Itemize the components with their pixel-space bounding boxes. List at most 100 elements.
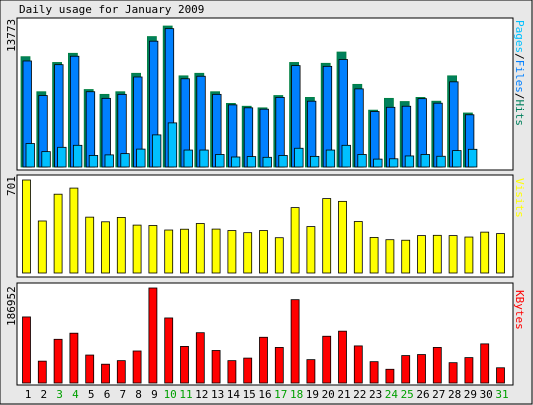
bar-pages-day-5 [88,155,99,168]
bar-visits-day-4 [69,187,79,274]
bar-visits-day-2 [37,220,47,274]
bar-visits-day-8 [132,224,142,274]
bar-kbytes-day-15 [243,357,253,384]
x-axis-day-labels: 1 2 3 4 5 6 7 8 9 10 11 12 13 14 15 16 17 18 19 20 21 22 23 24 2… [25,388,509,401]
x-tick-label-7: 7 [119,388,126,401]
x-tick-label-21: 21 [337,388,350,401]
bar-files-day-24 [385,106,396,168]
x-tick-label-26: 26 [416,388,429,401]
bar-pages-day-3 [57,146,67,168]
bar-kbytes-day-25 [401,355,411,384]
bar-kbytes-day-1 [22,316,31,384]
bar-pages-day-18 [294,147,304,168]
bar-pages-day-13 [215,154,225,168]
x-tick-label-1: 1 [25,388,32,401]
bar-files-day-23 [370,111,380,168]
bar-pages-day-24 [388,158,399,168]
bar-pages-day-4 [73,144,83,168]
x-tick-label-15: 15 [243,388,256,401]
x-tick-label-17: 17 [274,388,287,401]
bar-pages-day-12 [199,149,209,168]
x-tick-label-25: 25 [401,388,414,401]
bar-pages-day-21 [341,144,351,168]
bar-pages-day-29 [467,148,478,168]
legend-entry: / [513,93,526,100]
x-tick-label-5: 5 [88,388,95,401]
bar-pages-day-23 [373,158,383,168]
x-tick-label-23: 23 [369,388,382,401]
bar-kbytes-day-3 [53,338,63,384]
bar-pages-day-26 [420,154,430,168]
bar-pages-day-15 [246,156,257,168]
x-tick-label-14: 14 [227,388,241,401]
x-tick-label-9: 9 [151,388,158,401]
bar-pages-day-2 [41,151,51,168]
bar-visits-day-19 [306,226,316,274]
bar-visits-day-15 [243,232,253,274]
bar-visits-day-31 [496,233,505,274]
bar-visits-day-14 [227,230,237,274]
bar-pages-day-17 [278,155,288,168]
x-tick-label-22: 22 [353,388,366,401]
panel-hits-files-pages: 13773 Pages/Files/Hits [5,17,526,171]
panel-top-legend: Pages/Files/Hits [513,20,526,126]
x-tick-label-3: 3 [56,388,63,401]
bar-visits-day-18 [290,207,300,274]
bar-visits-day-20 [322,198,332,274]
x-tick-label-6: 6 [104,388,111,401]
bar-pages-day-27 [436,155,446,168]
legend-entry: KBytes [513,290,526,330]
bar-visits-day-27 [432,234,442,274]
bar-kbytes-day-13 [211,350,221,384]
bar-kbytes-day-18 [290,299,300,384]
panel-kbytes: 186952 KBytes [5,282,526,386]
bar-pages-day-11 [183,149,193,168]
bar-kbytes-day-29 [464,357,474,384]
bar-kbytes-day-26 [417,354,426,384]
bar-visits-day-28 [448,235,458,274]
bar-kbytes-day-22 [353,345,363,384]
bar-visits-day-7 [116,217,126,274]
bar-visits-day-11 [180,228,189,274]
bar-visits-day-3 [53,193,63,274]
panel-bot-bars [22,287,505,384]
bar-kbytes-day-17 [274,347,284,384]
bar-visits-day-22 [353,221,363,274]
bar-visits-day-29 [464,236,474,274]
bar-kbytes-day-16 [259,336,268,384]
x-tick-label-30: 30 [480,388,493,401]
bar-visits-day-13 [211,228,221,274]
bar-visits-day-21 [338,200,347,274]
x-tick-label-11: 11 [179,388,192,401]
bar-kbytes-day-20 [322,335,332,384]
x-tick-label-31: 31 [495,388,508,401]
x-tick-label-19: 19 [306,388,319,401]
bar-kbytes-day-7 [116,360,126,384]
x-tick-label-18: 18 [290,388,303,401]
bar-kbytes-day-28 [448,362,458,384]
bar-pages-day-6 [104,154,114,168]
x-tick-label-2: 2 [40,388,47,401]
bar-kbytes-day-14 [227,360,237,384]
x-tick-label-8: 8 [135,388,142,401]
x-tick-label-29: 29 [464,388,477,401]
panel-visits: 701 Visits [5,174,526,278]
x-tick-label-28: 28 [448,388,461,401]
legend-entry: Files [513,60,526,93]
bar-kbytes-day-11 [180,346,189,384]
bar-visits-day-26 [417,235,426,274]
bar-visits-day-25 [401,239,411,274]
x-tick-label-13: 13 [211,388,224,401]
x-tick-label-4: 4 [72,388,79,401]
bar-kbytes-day-5 [85,354,95,384]
panel-top-max-value: 13773 [5,19,18,52]
bar-pages-day-9 [151,134,162,168]
bar-pages-day-20 [325,149,336,168]
bar-visits-day-17 [274,237,284,274]
legend-entry: Visits [513,178,526,218]
legend-entry: Hits [513,100,526,127]
bar-visits-day-23 [369,237,379,274]
bar-kbytes-day-9 [148,287,158,384]
